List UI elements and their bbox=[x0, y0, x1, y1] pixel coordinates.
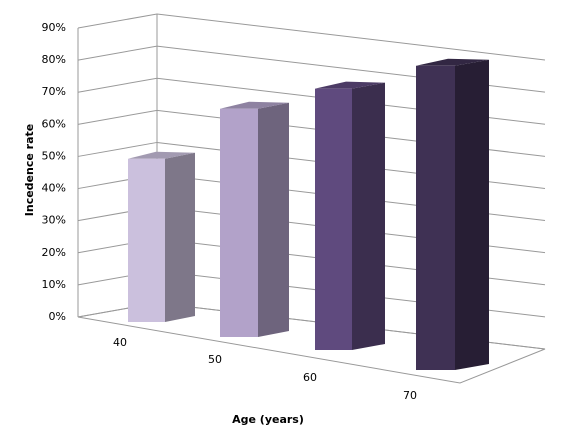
x-axis-title: Age (years) bbox=[232, 413, 304, 426]
y-tick-label: 40% bbox=[42, 182, 66, 195]
x-tick-label: 50 bbox=[208, 353, 222, 366]
grid-line bbox=[77, 141, 546, 189]
bar bbox=[416, 65, 455, 371]
bar bbox=[315, 88, 352, 351]
grid-line bbox=[77, 13, 546, 61]
y-tick-label: 0% bbox=[49, 310, 66, 323]
x-tick-label: 60 bbox=[303, 371, 317, 384]
y-tick-label: 50% bbox=[42, 149, 66, 162]
bar bbox=[220, 108, 258, 337]
y-tick-label: 90% bbox=[42, 21, 66, 34]
bar-side bbox=[165, 152, 195, 322]
y-tick-label: 60% bbox=[42, 117, 66, 130]
bar-side bbox=[352, 82, 385, 351]
x-tick-label: 40 bbox=[113, 336, 127, 349]
bar-top bbox=[416, 58, 489, 66]
bar-side bbox=[258, 102, 289, 337]
bar-side bbox=[455, 59, 489, 371]
grid-line bbox=[77, 109, 546, 157]
bar bbox=[128, 158, 165, 322]
grid-line bbox=[77, 45, 546, 93]
x-tick-label: 70 bbox=[403, 389, 417, 402]
y-tick-label: 70% bbox=[42, 85, 66, 98]
y-tick-label: 80% bbox=[42, 53, 66, 66]
grid-line bbox=[77, 77, 546, 125]
bar-top bbox=[315, 81, 385, 89]
bar-top bbox=[220, 101, 289, 109]
y-tick-label: 30% bbox=[42, 214, 66, 227]
y-tick-label: 20% bbox=[42, 246, 66, 259]
bar-top bbox=[128, 151, 195, 159]
y-tick-label: 10% bbox=[42, 278, 66, 291]
y-axis-title: Incedence rate bbox=[23, 124, 36, 216]
